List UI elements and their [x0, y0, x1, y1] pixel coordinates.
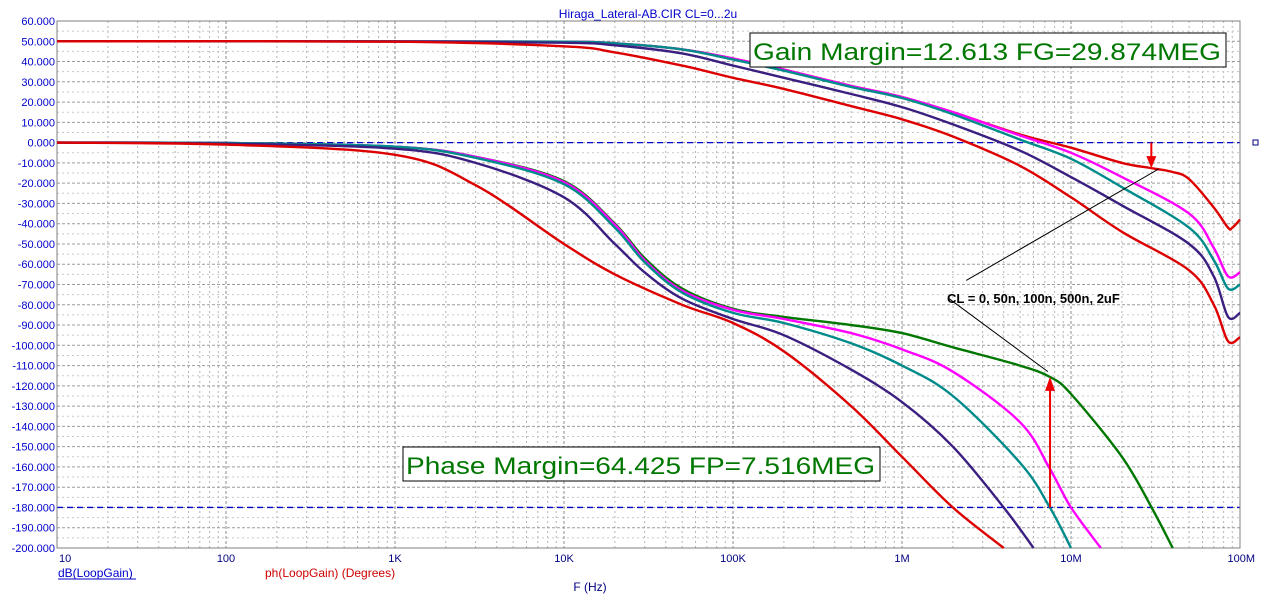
y-tick-label: -20.000 [18, 178, 55, 190]
series-layer [56, 39, 1241, 549]
y-tick-label: -180.000 [12, 502, 55, 514]
gain-margin-text: Gain Margin=12.613 FG=29.874MEG [753, 39, 1221, 66]
legend-phase: ph(LoopGain) (Degrees) [265, 566, 395, 580]
phase-margin-arrowhead [1045, 376, 1056, 391]
y-tick-label: -100.000 [12, 340, 55, 352]
y-tick-label: -80.000 [18, 300, 55, 312]
y-tick-label: 40.000 [21, 57, 55, 69]
scroll-marker[interactable] [1252, 139, 1259, 146]
curve-label-leader-phase [948, 298, 1049, 373]
y-tick-label: -150.000 [12, 442, 55, 454]
y-tick-label: -40.000 [18, 219, 55, 231]
y-tick-label: -70.000 [18, 280, 55, 292]
y-tick-label: 20.000 [21, 97, 55, 109]
y-tick-label: 30.000 [21, 77, 55, 89]
y-tick-label: -190.000 [12, 523, 55, 535]
series-line-8 [56, 141, 1073, 549]
y-tick-label: -90.000 [18, 320, 55, 332]
x-tick-label: 10 [59, 553, 71, 565]
series-line-9 [56, 141, 1035, 549]
x-tick-label: 10M [1060, 553, 1081, 565]
y-tick-label: 50.000 [21, 36, 55, 48]
series-line-4 [56, 40, 1241, 321]
y-tick-label: -10.000 [18, 158, 55, 170]
x-tick-label: 1M [894, 553, 909, 565]
series-line-5 [56, 39, 1241, 345]
y-tick-label: -110.000 [12, 361, 55, 373]
gain-margin-arrowhead [1146, 156, 1157, 169]
y-tick-label: -120.000 [12, 381, 55, 393]
y-tick-label: -140.000 [12, 421, 55, 433]
x-axis-label: F (Hz) [573, 580, 606, 594]
x-tick-label: 100K [720, 553, 746, 565]
chart-title: Hiraga_Lateral-AB.CIR CL=0...2u [559, 7, 737, 21]
y-tick-label: -50.000 [18, 239, 55, 251]
y-tick-label: -170.000 [12, 482, 55, 494]
curve-label-text: CL = 0, 50n, 100n, 500n, 2uF [947, 291, 1120, 306]
y-tick-label: 10.000 [21, 117, 55, 129]
y-tick-label: -130.000 [12, 401, 55, 413]
phase-margin-text: Phase Margin=64.425 FP=7.516MEG [406, 453, 875, 480]
y-tick-label: 60.000 [21, 16, 55, 28]
x-tick-label: 1K [388, 553, 402, 565]
annotation-layer: Gain Margin=12.613 FG=29.874MEG Phase Ma… [402, 32, 1227, 508]
y-tick-label: -160.000 [12, 462, 55, 474]
legend-gain: dB(LoopGain) [58, 566, 133, 580]
y-tick-label: -200.000 [12, 543, 55, 555]
x-tick-label: 10K [554, 553, 574, 565]
x-tick-label: 100M [1227, 553, 1255, 565]
y-tick-label: 0.000 [27, 138, 55, 150]
x-axis-ticks: 10 100 1K 10K 100K 1M 10M 100M [59, 553, 1255, 565]
y-tick-label: -60.000 [18, 259, 55, 271]
series-line-10 [56, 141, 1005, 549]
gain-margin-box [749, 32, 1227, 68]
y-axis-ticks: 60.000 50.000 40.000 30.000 20.000 10.000 0.00… [12, 16, 55, 555]
curve-label-leader-gain [966, 168, 1159, 281]
phase-margin-box [402, 446, 881, 482]
y-tick-label: -30.000 [18, 198, 55, 210]
x-tick-label: 100 [217, 553, 235, 565]
